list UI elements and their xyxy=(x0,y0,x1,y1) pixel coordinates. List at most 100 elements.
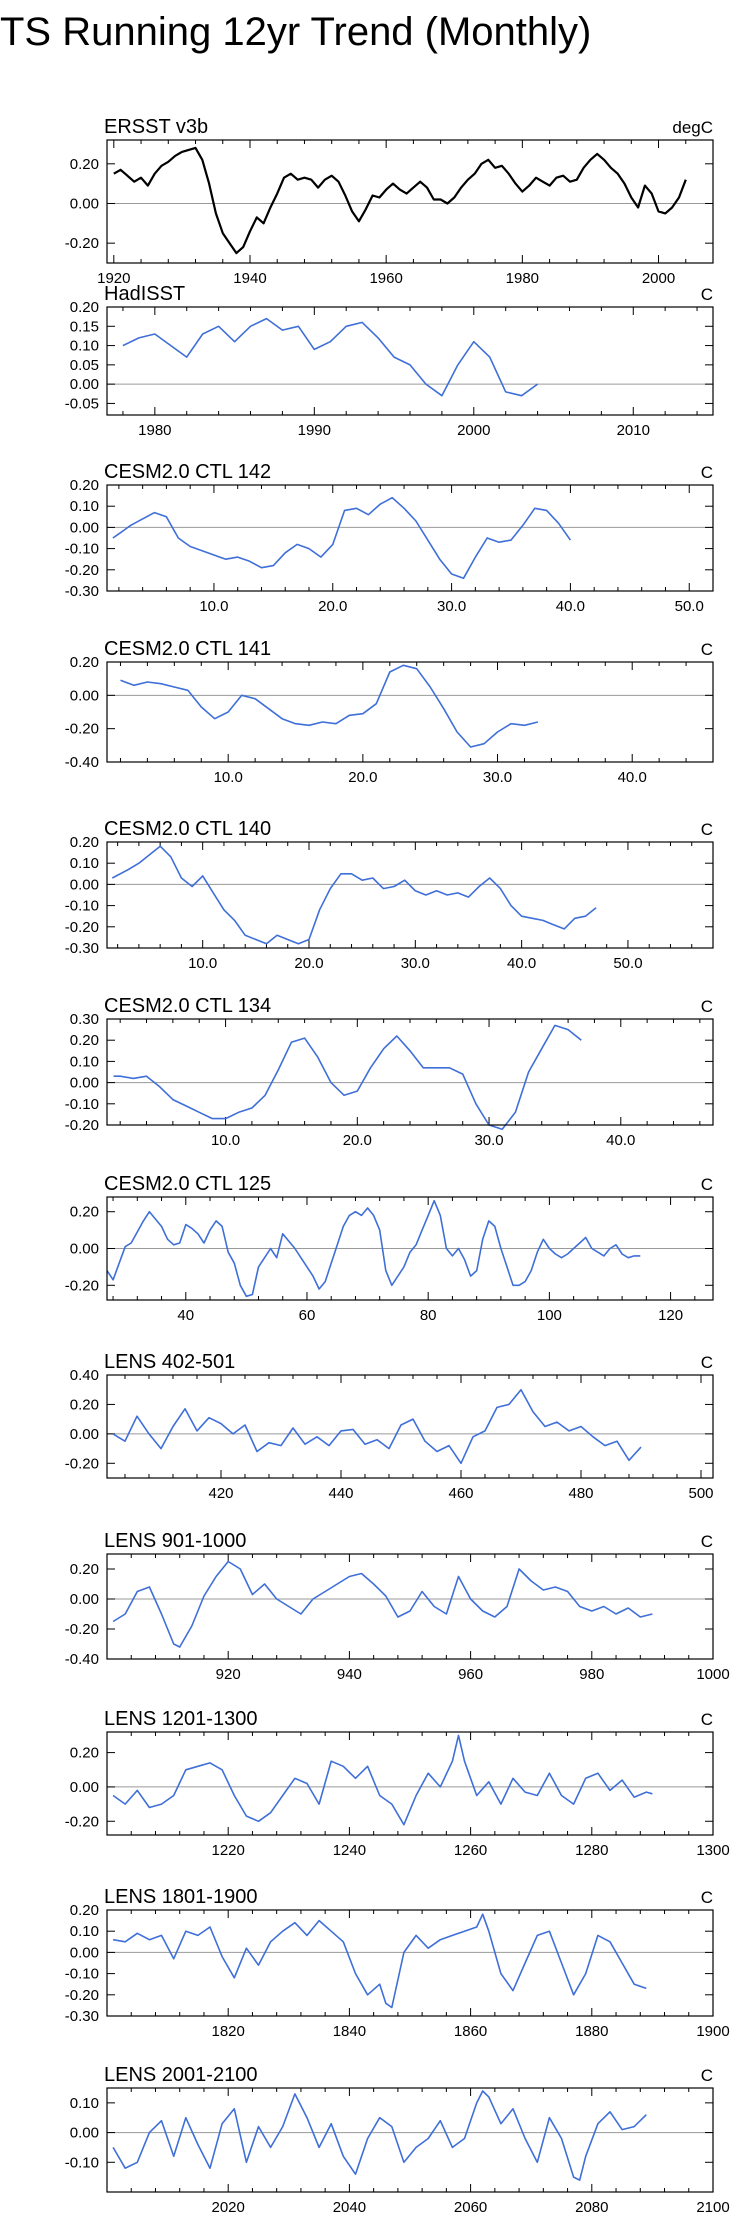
y-tick-label: 0.00 xyxy=(70,1944,99,1961)
chart-title: LENS 2001-2100 xyxy=(104,2064,257,2086)
x-tick-label: 10.0 xyxy=(214,769,243,786)
y-tick-label: 0.00 xyxy=(70,687,99,704)
y-tick-label: 0.10 xyxy=(70,1923,99,1940)
x-tick-label: 100 xyxy=(537,1307,562,1324)
chart-units: C xyxy=(701,640,713,659)
chart-units: C xyxy=(701,1175,713,1194)
plot-frame xyxy=(106,1374,714,1479)
x-tick-label: 1840 xyxy=(333,2023,366,2040)
x-tick-label: 1280 xyxy=(575,1842,608,1859)
x-tick-label: 20.0 xyxy=(294,955,323,972)
x-tick-label: 80 xyxy=(420,1307,437,1324)
x-tick-label: 30.0 xyxy=(437,598,466,615)
x-tick-label: 1990 xyxy=(298,422,331,439)
y-tick-label: -0.30 xyxy=(65,940,99,957)
y-tick-label: -0.20 xyxy=(65,235,99,252)
x-tick-label: 10.0 xyxy=(188,955,217,972)
chart-panel-1: ERSST v3b degC 1920 1940 1960 1980 2000 0.20 0.0… xyxy=(65,116,714,287)
y-tick-label: -0.20 xyxy=(65,1117,99,1134)
plot-frame xyxy=(106,1731,714,1836)
x-tick-label: 1260 xyxy=(454,1842,487,1859)
plot-frame xyxy=(106,2087,714,2193)
y-tick-label: 0.30 xyxy=(70,1011,99,1028)
x-tick-label: 2040 xyxy=(333,2199,366,2216)
x-tick-label: 960 xyxy=(458,1666,483,1683)
chart-units: C xyxy=(701,1532,713,1551)
chart-title: CESM2.0 CTL 125 xyxy=(104,1173,271,1195)
chart-units: C xyxy=(701,997,713,1016)
chart-panel-2: HadISST C 1980 1990 2000 2010 0.20 0.15 0.10 0.05… xyxy=(65,283,714,439)
y-tick-label: 0.10 xyxy=(70,1053,99,1070)
x-tick-label: 1940 xyxy=(233,270,266,287)
y-tick-label: 0.00 xyxy=(70,876,99,893)
y-tick-label: 0.00 xyxy=(70,1591,99,1608)
chart-title: ERSST v3b xyxy=(104,116,208,138)
chart-title: CESM2.0 CTL 142 xyxy=(104,461,271,483)
y-tick-label: 0.20 xyxy=(70,1396,99,1413)
series-line xyxy=(112,1913,647,2009)
y-tick-label: -0.30 xyxy=(65,583,99,600)
y-tick-label: 0.00 xyxy=(70,1075,99,1092)
chart-title: CESM2.0 CTL 141 xyxy=(104,638,271,660)
x-tick-label: 60 xyxy=(299,1307,316,1324)
x-tick-label: 30.0 xyxy=(401,955,430,972)
x-tick-label: 10.0 xyxy=(199,598,228,615)
x-tick-label: 2000 xyxy=(457,422,490,439)
series-line xyxy=(122,317,539,397)
y-tick-label: 0.10 xyxy=(70,338,99,355)
x-tick-label: 460 xyxy=(448,1485,473,1502)
chart-units: C xyxy=(701,1888,713,1907)
y-tick-label: -0.20 xyxy=(65,919,99,936)
x-tick-label: 2000 xyxy=(642,270,675,287)
x-tick-label: 40.0 xyxy=(556,598,585,615)
x-tick-label: 500 xyxy=(688,1485,713,1502)
x-tick-label: 920 xyxy=(216,1666,241,1683)
y-tick-label: -0.30 xyxy=(65,2008,99,2025)
y-tick-label: 0.10 xyxy=(70,855,99,872)
series-line xyxy=(112,1560,653,1648)
chart-units: C xyxy=(701,463,713,482)
y-tick-label: 0.20 xyxy=(70,299,99,316)
x-tick-label: 1980 xyxy=(506,270,539,287)
series-line xyxy=(111,845,597,945)
x-tick-label: 980 xyxy=(579,1666,604,1683)
y-tick-label: 0.00 xyxy=(70,1426,99,1443)
chart-title: CESM2.0 CTL 140 xyxy=(104,818,271,840)
x-tick-label: 10.0 xyxy=(211,1132,240,1149)
chart-title: LENS 1801-1900 xyxy=(104,1886,257,1908)
x-tick-label: 420 xyxy=(208,1485,233,1502)
x-tick-label: 40.0 xyxy=(606,1132,635,1149)
x-tick-label: 1920 xyxy=(97,270,130,287)
plot-frame xyxy=(106,1018,714,1126)
x-tick-label: 30.0 xyxy=(483,769,512,786)
chart-units: C xyxy=(701,820,713,839)
y-tick-label: 0.10 xyxy=(70,498,99,515)
plot-frame xyxy=(106,139,714,264)
chart-panel-4: CESM2.0 CTL 141 C 10.0 20.0 30.0 40.0 0.20 0.00… xyxy=(65,638,714,786)
y-tick-label: 0.20 xyxy=(70,1745,99,1762)
x-tick-label: 1300 xyxy=(696,1842,729,1859)
x-tick-label: 40.0 xyxy=(618,769,647,786)
series-line xyxy=(120,664,539,748)
plot-frame xyxy=(106,661,714,763)
x-tick-label: 1820 xyxy=(212,2023,245,2040)
series-line xyxy=(112,1734,653,1826)
chart-panel-11: LENS 1801-1900 C 1820 1840 1860 1880 1900 0.20 0… xyxy=(65,1886,730,2040)
y-tick-label: -0.20 xyxy=(65,1621,99,1638)
plot-frame xyxy=(106,1196,714,1301)
plot-frame xyxy=(106,306,714,416)
y-tick-label: 0.20 xyxy=(70,156,99,173)
y-tick-label: -0.10 xyxy=(65,541,99,558)
y-tick-label: -0.20 xyxy=(65,1813,99,1830)
y-tick-label: -0.20 xyxy=(65,1987,99,2004)
chart-panel-3: CESM2.0 CTL 142 C 10.0 20.0 30.0 40.0 50.0 0.20… xyxy=(65,461,714,615)
series-line xyxy=(112,1388,642,1465)
y-tick-label: 0.00 xyxy=(70,1779,99,1796)
y-tick-label: -0.10 xyxy=(65,898,99,915)
page-title: TS Running 12yr Trend (Monthly) xyxy=(0,10,592,54)
y-tick-label: -0.10 xyxy=(65,1966,99,1983)
y-tick-label: -0.10 xyxy=(65,1096,99,1113)
chart-title: LENS 901-1000 xyxy=(104,1530,246,1552)
plot-frame xyxy=(106,484,714,592)
x-tick-label: 40.0 xyxy=(507,955,536,972)
